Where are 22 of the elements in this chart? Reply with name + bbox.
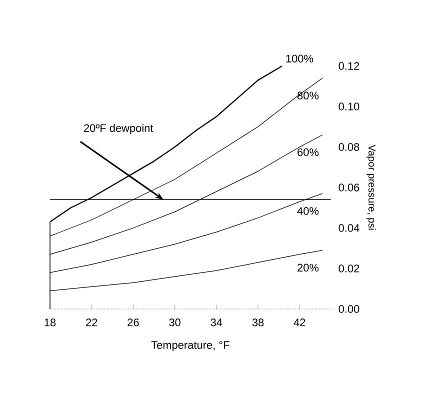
series-label: 100% [286, 54, 314, 62]
x-tick-label: 42 [294, 318, 306, 326]
x-tick-label: 22 [86, 318, 98, 326]
y-tick-label: 0.08 [338, 143, 360, 151]
y-tick-label: 0.06 [338, 184, 360, 192]
y-tick-label: 0.04 [338, 224, 360, 232]
series-label: 80% [298, 92, 319, 100]
x-axis-title: Temperature, °F [151, 341, 230, 352]
y-tick-label: 0.10 [338, 102, 360, 110]
x-tick-label: 26 [128, 318, 139, 326]
x-tick-label: 18 [44, 318, 56, 326]
annotation: 20ºF dewpoint [84, 124, 154, 134]
series-label: 40% [297, 207, 319, 215]
x-tick-label: 30 [169, 318, 180, 326]
x-tick-label: 38 [252, 318, 264, 326]
y-tick-label: 0.02 [338, 264, 360, 272]
y-tick-label: 0.12 [338, 62, 360, 70]
y-axis-title: Vapor pressure, psi [366, 144, 376, 230]
series-label: 20% [298, 264, 319, 272]
x-tick-label: 34 [210, 318, 222, 326]
y-tick-label: 0.00 [338, 305, 360, 313]
series-label: 60% [298, 148, 319, 156]
